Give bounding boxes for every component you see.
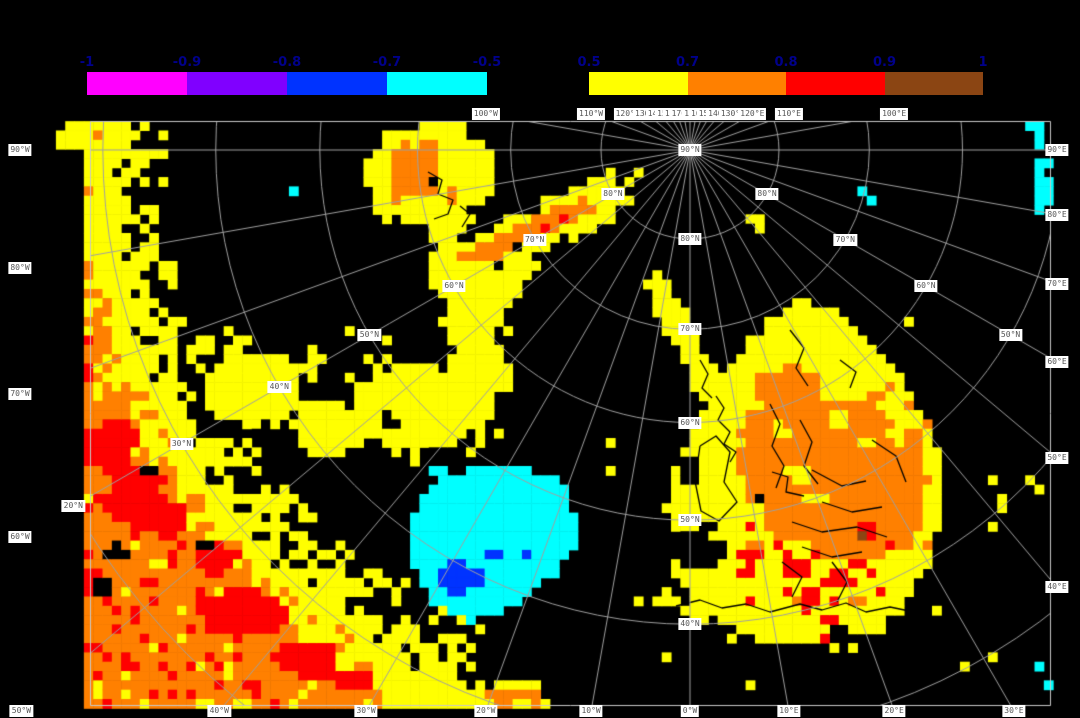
colorbar-segment <box>187 72 287 95</box>
colorbar-tick-label: -0.5 <box>472 55 502 70</box>
colorbar-tick-label: 0.7 <box>675 55 700 70</box>
colorbar-tick-label: -0.8 <box>272 55 302 70</box>
colorbar-tick-label: -0.7 <box>372 55 402 70</box>
colorbar-segment <box>687 72 786 95</box>
colorbar-segment <box>884 72 983 95</box>
colorbar-tick-label: 0.5 <box>577 55 601 70</box>
colorbar-segment <box>589 72 688 95</box>
colorbar-tick-label: 0.8 <box>774 55 798 70</box>
colorbar-positive: 0.5 0.7 0.8 0.9 1 <box>577 55 988 95</box>
colorbar-tick-label: 1 <box>978 55 988 70</box>
colorbar-segment <box>387 72 487 95</box>
colorbar-segment <box>786 72 885 95</box>
colorbar-segment <box>87 72 187 95</box>
colorbar-tick-label: 0.9 <box>872 55 897 70</box>
colorbar-tick-label: -1 <box>79 55 95 70</box>
colorbar-negative: -1 -0.9 -0.8 -0.7 -0.5 <box>80 55 501 95</box>
colorbar-tick-label: -0.9 <box>172 55 202 70</box>
colorbar-segment <box>287 72 387 95</box>
